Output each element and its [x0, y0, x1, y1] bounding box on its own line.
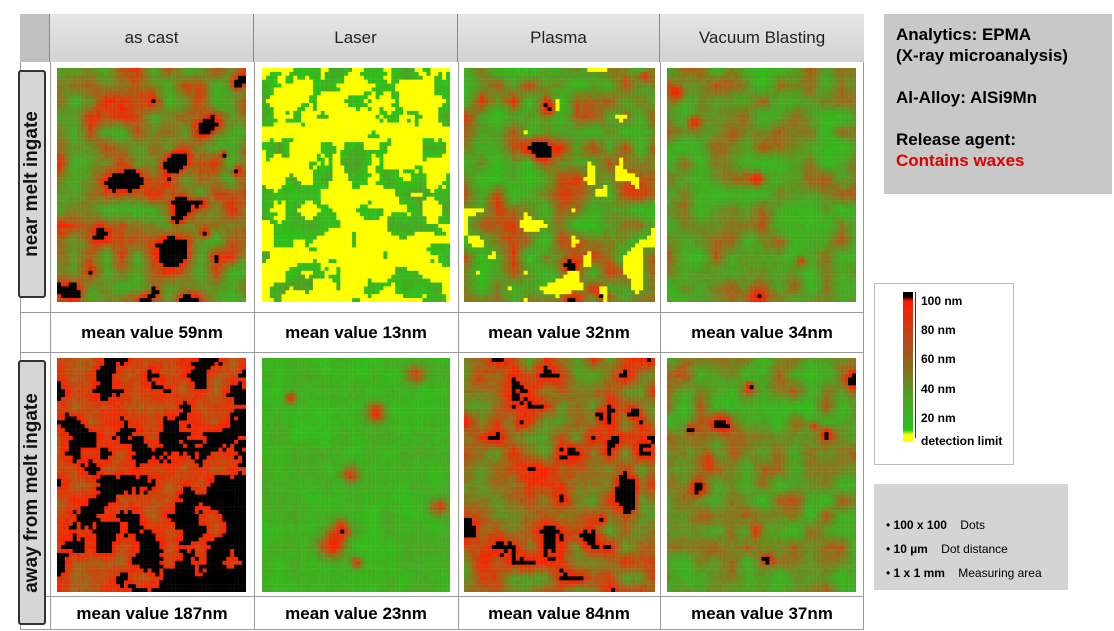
epma-map-away-laser: [262, 358, 450, 592]
epma-map-away-vacuum-blasting: [667, 358, 856, 592]
column-header-laser: Laser: [254, 14, 458, 62]
spec-value: 10 µm: [894, 542, 928, 556]
column-divider: [660, 62, 661, 630]
epma-map-near-plasma: [464, 68, 655, 302]
epma-map-texture: [464, 358, 655, 592]
epma-map-texture: [262, 68, 450, 302]
row-label-away-from-melt-ingate: away from melt ingate: [18, 360, 46, 625]
column-header-as-cast: as cast: [50, 14, 254, 62]
mean-value-away-vacuum-blasting: mean value 37nm: [660, 597, 864, 630]
mean-value-near-plasma: mean value 32nm: [458, 313, 660, 352]
epma-map-texture: [262, 358, 450, 592]
legend-label-detection-limit: detection limit: [921, 434, 1002, 448]
column-divider: [254, 62, 255, 630]
legend-label-100: 100 nm: [921, 294, 962, 308]
mean-value-near-laser: mean value 13nm: [254, 313, 458, 352]
legend-label-20: 20 nm: [921, 411, 956, 425]
epma-map-texture: [57, 68, 246, 302]
analytics-method-sub: (X-ray microanalysis): [896, 45, 1100, 66]
mean-value-away-as-cast: mean value 187nm: [50, 597, 254, 630]
analytics-method: Analytics: EPMA: [896, 24, 1100, 45]
row-label-text: away from melt ingate: [21, 393, 43, 593]
row-label-near-melt-ingate: near melt ingate: [18, 70, 46, 298]
mean-value-near-vacuum-blasting: mean value 34nm: [660, 313, 864, 352]
epma-map-texture: [667, 68, 856, 302]
row-divider: [20, 352, 864, 353]
analytics-info-box: Analytics: EPMA (X-ray microanalysis) Al…: [884, 14, 1112, 194]
mean-value-away-plasma: mean value 84nm: [458, 597, 660, 630]
header-corner: [20, 14, 50, 62]
epma-map-near-as-cast: [57, 68, 246, 302]
measurement-spec-box: • 100 x 100 Dots • 10 µm Dot distance • …: [874, 484, 1068, 590]
column-divider: [458, 62, 459, 630]
spec-dots: • 100 x 100 Dots: [886, 518, 985, 532]
spec-value: 1 x 1 mm: [894, 566, 945, 580]
legend-label-60: 60 nm: [921, 352, 956, 366]
legend-label-40: 40 nm: [921, 382, 956, 396]
epma-map-away-as-cast: [57, 358, 246, 592]
row-label-text: near melt ingate: [21, 111, 43, 257]
release-agent-value: Contains waxes: [896, 150, 1100, 171]
epma-map-near-vacuum-blasting: [667, 68, 856, 302]
epma-map-away-plasma: [464, 358, 655, 592]
column-header-label: Laser: [334, 28, 377, 48]
epma-map-texture: [667, 358, 856, 592]
table-frame: [20, 62, 864, 630]
column-header-plasma: Plasma: [458, 14, 660, 62]
spec-value: 100 x 100: [894, 518, 947, 532]
spec-label: Dots: [960, 518, 985, 532]
color-scale-legend: 100 nm 80 nm 60 nm 40 nm 20 nm detection…: [874, 283, 1014, 465]
release-agent-label: Release agent:: [896, 129, 1100, 150]
row-divider: [20, 312, 864, 313]
spec-label: Measuring area: [958, 566, 1041, 580]
column-header-label: Plasma: [530, 28, 587, 48]
spec-label: Dot distance: [941, 542, 1008, 556]
legend-label-80: 80 nm: [921, 323, 956, 337]
epma-map-texture: [464, 68, 655, 302]
spec-dot-distance: • 10 µm Dot distance: [886, 542, 1008, 556]
mean-value-near-as-cast: mean value 59nm: [50, 313, 254, 352]
column-header-vacuum-blasting: Vacuum Blasting: [660, 14, 864, 62]
column-divider: [50, 62, 51, 630]
epma-map-near-laser: [262, 68, 450, 302]
column-header-label: as cast: [125, 28, 179, 48]
spec-measuring-area: • 1 x 1 mm Measuring area: [886, 566, 1042, 580]
row-divider: [20, 596, 864, 597]
column-header-label: Vacuum Blasting: [699, 28, 825, 48]
color-scale-axis: [915, 292, 916, 438]
epma-map-texture: [57, 358, 246, 592]
color-scale-bar: [903, 292, 913, 442]
mean-value-away-laser: mean value 23nm: [254, 597, 458, 630]
alloy-spec: Al-Alloy: AlSi9Mn: [896, 87, 1100, 108]
